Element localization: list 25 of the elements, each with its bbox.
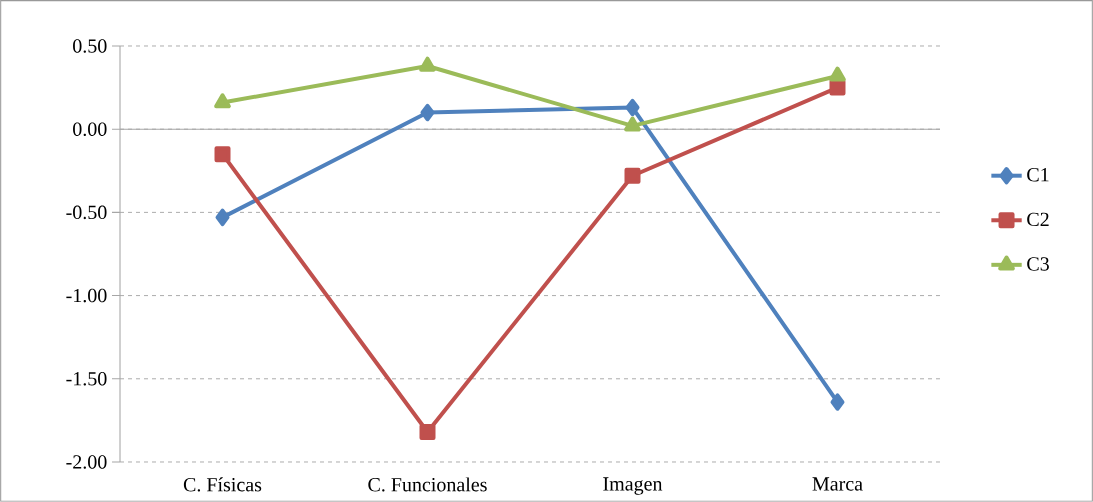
x-tick-label: Marca	[812, 477, 863, 491]
y-tick-label: -0.50	[66, 205, 107, 220]
point	[419, 56, 436, 72]
y-tick-label: -1.50	[66, 372, 107, 386]
legend-label: C3	[1027, 257, 1049, 271]
x-tick-label: C. Físicas	[183, 477, 262, 492]
legend-label: C1	[1027, 168, 1049, 182]
point	[625, 98, 640, 117]
y-tick-label: 0.50	[73, 39, 107, 53]
point	[829, 66, 846, 82]
point	[829, 79, 846, 96]
point	[214, 146, 231, 163]
y-tick-label: 0.00	[73, 122, 107, 136]
legend-label: C2	[1027, 212, 1049, 227]
x-tick-label: Imagen	[603, 477, 663, 495]
point	[830, 393, 845, 411]
point	[420, 103, 435, 122]
point	[624, 167, 641, 184]
point	[214, 93, 231, 109]
point	[419, 424, 436, 441]
x-tick-label: C. Funcionales	[368, 477, 487, 492]
y-tick-label: -2.00	[66, 455, 107, 469]
point	[215, 208, 230, 227]
y-tick-label: -1.00	[66, 288, 107, 303]
point	[624, 116, 641, 132]
